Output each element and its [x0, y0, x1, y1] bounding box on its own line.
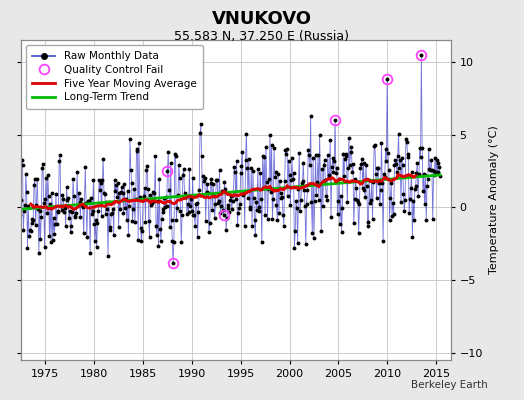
Text: Berkeley Earth: Berkeley Earth: [411, 380, 487, 390]
Y-axis label: Temperature Anomaly (°C): Temperature Anomaly (°C): [488, 126, 499, 274]
Text: VNUKOVO: VNUKOVO: [212, 10, 312, 28]
Text: 55.583 N, 37.250 E (Russia): 55.583 N, 37.250 E (Russia): [174, 30, 350, 43]
Legend: Raw Monthly Data, Quality Control Fail, Five Year Moving Average, Long-Term Tren: Raw Monthly Data, Quality Control Fail, …: [26, 45, 203, 109]
